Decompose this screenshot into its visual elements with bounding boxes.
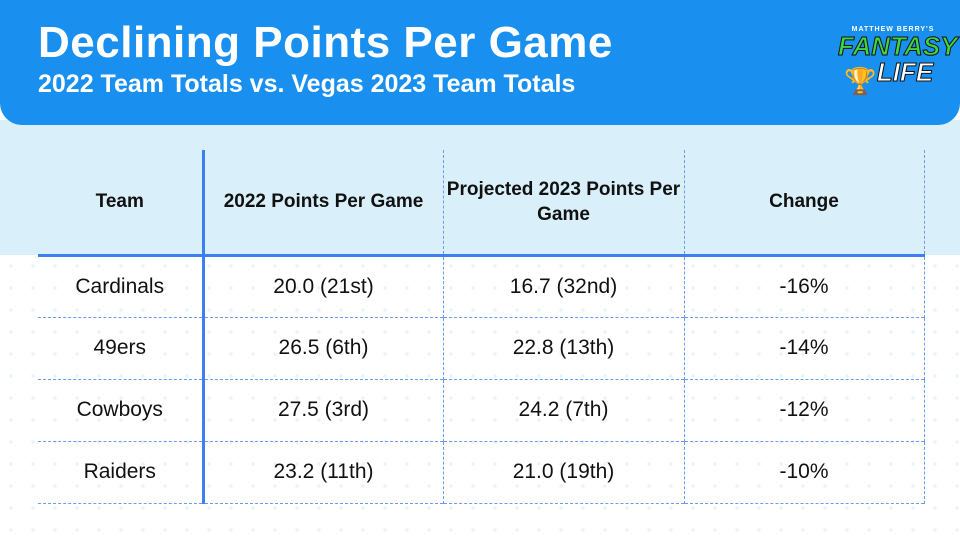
team-cell: 49ers xyxy=(38,317,205,379)
table-header-row: Team 2022 Points Per Game Projected 2023… xyxy=(38,150,925,255)
change-cell: -16% xyxy=(683,255,925,317)
table-row: 49ers 26.5 (6th) 22.8 (13th) -14% xyxy=(38,317,925,379)
team-cell: Cowboys xyxy=(38,379,205,441)
ppg-2023-cell: 22.8 (13th) xyxy=(442,317,684,379)
table-row: Cowboys 27.5 (3rd) 24.2 (7th) -12% xyxy=(38,379,925,441)
change-cell: -12% xyxy=(683,379,925,441)
team-cell: Raiders xyxy=(38,441,205,503)
ppg-2023-cell: 21.0 (19th) xyxy=(442,441,684,503)
column-header: 2022 Points Per Game xyxy=(202,150,443,255)
table-row: Raiders 23.2 (11th) 21.0 (19th) -10% xyxy=(38,441,925,503)
team-cell: Cardinals xyxy=(38,255,205,317)
page-title: Declining Points Per Game xyxy=(38,18,613,67)
table-row: Cardinals 20.0 (21st) 16.7 (32nd) -16% xyxy=(38,255,925,317)
points-table: Team 2022 Points Per Game Projected 2023… xyxy=(38,150,925,504)
ppg-2022-cell: 26.5 (6th) xyxy=(202,317,443,379)
ppg-2022-cell: 20.0 (21st) xyxy=(202,255,443,317)
change-cell: -14% xyxy=(683,317,925,379)
column-header: Change xyxy=(683,150,925,255)
header-banner: Declining Points Per Game 2022 Team Tota… xyxy=(0,0,960,125)
ppg-2023-cell: 24.2 (7th) xyxy=(442,379,684,441)
fantasy-life-logo: MATTHEW BERRY'S FANTASY LIFE 🏆 xyxy=(838,26,958,96)
ppg-2022-cell: 23.2 (11th) xyxy=(202,441,443,503)
ppg-2022-cell: 27.5 (3rd) xyxy=(202,379,443,441)
page-subtitle: 2022 Team Totals vs. Vegas 2023 Team Tot… xyxy=(38,70,576,98)
column-header: Team xyxy=(38,150,205,255)
trophy-icon: 🏆 xyxy=(844,66,877,96)
ppg-2023-cell: 16.7 (32nd) xyxy=(442,255,684,317)
change-cell: -10% xyxy=(683,441,925,503)
column-header: Projected 2023 Points Per Game xyxy=(442,150,684,255)
